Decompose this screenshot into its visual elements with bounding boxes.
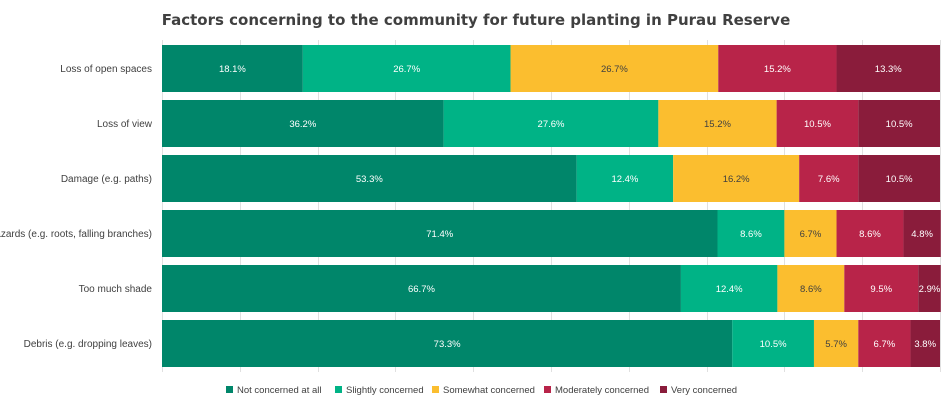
legend-label: Not concerned at all bbox=[237, 385, 322, 396]
bar-segment bbox=[799, 155, 859, 202]
bar-segment bbox=[510, 45, 719, 92]
bar-segment bbox=[162, 210, 718, 257]
bar-segment bbox=[576, 155, 674, 202]
data-label: 12.4% bbox=[716, 284, 743, 295]
data-label: 4.8% bbox=[911, 229, 933, 240]
legend-swatch bbox=[335, 386, 342, 393]
data-label: 10.5% bbox=[760, 339, 787, 350]
bar-segment bbox=[918, 265, 941, 312]
bar-segment bbox=[858, 100, 940, 147]
legend-label: Slightly concerned bbox=[346, 385, 424, 396]
legend-swatch bbox=[660, 386, 667, 393]
bar-segment bbox=[302, 45, 511, 92]
legend-swatch bbox=[226, 386, 233, 393]
category-label: Debris (e.g. dropping leaves) bbox=[24, 339, 152, 350]
data-label: 8.6% bbox=[740, 229, 762, 240]
bar-segment bbox=[680, 265, 778, 312]
data-label: 10.5% bbox=[886, 119, 913, 130]
category-label: Damage (e.g. paths) bbox=[61, 174, 152, 185]
bar-segment bbox=[162, 45, 303, 92]
data-label: 15.2% bbox=[764, 64, 791, 75]
chart-title: Factors concerning to the community for … bbox=[162, 11, 791, 29]
legend: Not concerned at all Slightly concerned So… bbox=[226, 385, 737, 396]
data-label: 8.6% bbox=[800, 284, 822, 295]
data-label: 36.2% bbox=[289, 119, 316, 130]
legend-label: Very concerned bbox=[671, 385, 737, 396]
category-label: Loss of view bbox=[97, 119, 153, 130]
bars: 18.1% 26.7% 26.7% 15.2% 13.3% 36.2% 27.6% 15.2%… bbox=[162, 45, 941, 367]
data-label: 10.5% bbox=[804, 119, 831, 130]
bar-segment bbox=[910, 320, 940, 367]
data-label: 73.3% bbox=[434, 339, 461, 350]
data-label: 5.7% bbox=[825, 339, 847, 350]
bar-segment bbox=[777, 265, 845, 312]
bar-segment bbox=[844, 265, 919, 312]
data-label: 53.3% bbox=[356, 174, 383, 185]
data-label: 26.7% bbox=[393, 64, 420, 75]
bar-segment bbox=[717, 210, 785, 257]
category-label: Too much shade bbox=[79, 284, 153, 295]
legend-swatch bbox=[432, 386, 439, 393]
data-label: 13.3% bbox=[875, 64, 902, 75]
data-label: 2.9% bbox=[919, 284, 941, 295]
bar-segment bbox=[162, 320, 733, 367]
data-label: 7.6% bbox=[818, 174, 840, 185]
data-label: 71.4% bbox=[426, 229, 453, 240]
bar-segment bbox=[162, 265, 681, 312]
legend-label: Moderately concerned bbox=[555, 385, 649, 396]
legend-swatch bbox=[544, 386, 551, 393]
category-labels: Loss of open spaces Loss of view Damage (e… bbox=[0, 64, 153, 350]
bar-segment bbox=[443, 100, 659, 147]
data-label: 6.7% bbox=[800, 229, 822, 240]
gridlines bbox=[162, 40, 941, 372]
category-label: Loss of open spaces bbox=[60, 64, 152, 75]
bar-segment bbox=[903, 210, 941, 257]
category-label: Hazards (e.g. roots, falling branches) bbox=[0, 229, 152, 240]
data-label: 27.6% bbox=[538, 119, 565, 130]
bar-segment bbox=[162, 155, 577, 202]
bar-segment bbox=[836, 45, 940, 92]
data-label: 16.2% bbox=[723, 174, 750, 185]
bar-segment bbox=[784, 210, 837, 257]
data-label: 12.4% bbox=[611, 174, 638, 185]
bar-segment bbox=[776, 100, 859, 147]
data-label: 15.2% bbox=[704, 119, 731, 130]
bar-segment bbox=[732, 320, 814, 367]
bar-segment bbox=[858, 320, 911, 367]
bar-segment bbox=[836, 210, 904, 257]
bar-segment bbox=[673, 155, 800, 202]
data-label: 9.5% bbox=[870, 284, 892, 295]
bar-segment bbox=[858, 155, 940, 202]
bar-segment bbox=[162, 100, 444, 147]
data-label: 18.1% bbox=[219, 64, 246, 75]
bar-segment bbox=[718, 45, 837, 92]
data-label: 8.6% bbox=[859, 229, 881, 240]
legend-label: Somewhat concerned bbox=[443, 385, 535, 396]
bar-segment bbox=[658, 100, 777, 147]
data-label: 10.5% bbox=[886, 174, 913, 185]
data-label: 6.7% bbox=[874, 339, 896, 350]
data-label: 3.8% bbox=[914, 339, 936, 350]
bar-segment bbox=[813, 320, 859, 367]
data-label: 66.7% bbox=[408, 284, 435, 295]
data-label: 26.7% bbox=[601, 64, 628, 75]
